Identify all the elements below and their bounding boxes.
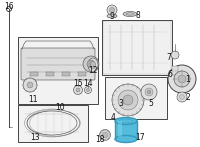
Text: 4: 4 <box>111 113 115 122</box>
Bar <box>118 121 122 137</box>
Ellipse shape <box>88 58 98 72</box>
Text: 11: 11 <box>28 96 38 105</box>
Text: 1: 1 <box>186 75 190 83</box>
Circle shape <box>107 5 117 15</box>
Circle shape <box>87 88 90 91</box>
Circle shape <box>147 90 151 94</box>
Circle shape <box>100 130 111 141</box>
Bar <box>62 72 70 76</box>
Text: 16: 16 <box>4 1 14 10</box>
Circle shape <box>85 86 92 93</box>
Circle shape <box>87 60 95 68</box>
Circle shape <box>27 82 33 88</box>
Circle shape <box>83 56 99 72</box>
Text: 17: 17 <box>135 133 145 142</box>
Bar <box>115 121 137 139</box>
Circle shape <box>74 86 83 95</box>
Circle shape <box>112 84 144 116</box>
Circle shape <box>141 84 157 100</box>
Text: 2: 2 <box>186 92 190 101</box>
Text: 15: 15 <box>73 78 83 87</box>
Bar <box>102 20 172 75</box>
Circle shape <box>23 78 37 92</box>
Bar <box>172 66 178 75</box>
Text: 7: 7 <box>167 52 171 61</box>
Ellipse shape <box>107 14 117 18</box>
Circle shape <box>110 7 115 12</box>
Ellipse shape <box>115 117 137 125</box>
Bar <box>46 72 54 76</box>
Ellipse shape <box>115 136 137 142</box>
Circle shape <box>178 75 186 83</box>
Circle shape <box>168 65 196 93</box>
FancyBboxPatch shape <box>21 48 95 80</box>
Text: 18: 18 <box>95 136 105 145</box>
Circle shape <box>123 95 133 105</box>
Bar <box>78 72 86 76</box>
Text: 13: 13 <box>30 132 40 142</box>
Text: 9: 9 <box>110 11 114 20</box>
Circle shape <box>118 90 138 110</box>
Circle shape <box>177 92 187 102</box>
Text: 10: 10 <box>55 102 65 112</box>
Text: 14: 14 <box>83 78 93 87</box>
Ellipse shape <box>123 11 137 16</box>
Ellipse shape <box>91 61 96 69</box>
Bar <box>30 72 38 76</box>
Circle shape <box>102 132 108 138</box>
Text: 3: 3 <box>119 100 123 108</box>
Bar <box>18 37 98 104</box>
Bar <box>18 105 88 142</box>
Circle shape <box>145 88 153 96</box>
Text: 8: 8 <box>136 10 140 20</box>
Circle shape <box>171 51 179 59</box>
Text: 5: 5 <box>149 98 153 107</box>
Circle shape <box>180 95 184 100</box>
Circle shape <box>76 88 80 92</box>
Circle shape <box>174 71 190 87</box>
Bar <box>105 77 167 119</box>
Text: 12: 12 <box>88 66 98 75</box>
Ellipse shape <box>126 13 134 15</box>
Text: 6: 6 <box>168 70 172 78</box>
